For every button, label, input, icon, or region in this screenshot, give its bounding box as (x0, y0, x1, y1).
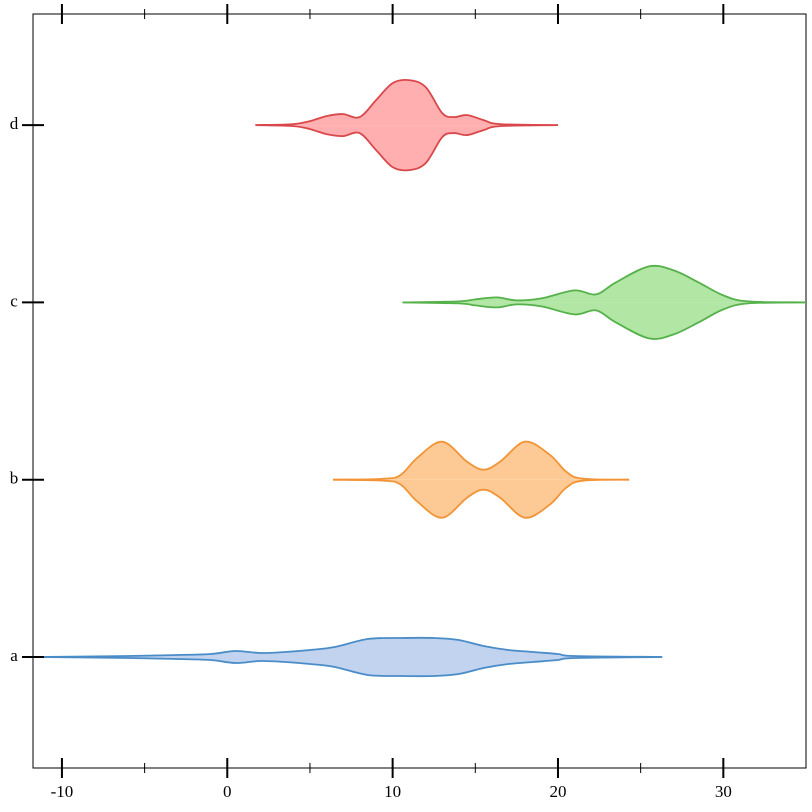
violin-outline (402, 301, 806, 340)
violin-area (333, 441, 630, 480)
violin-outline (255, 124, 558, 172)
violin-area (255, 125, 558, 171)
y-tick-label: c (10, 291, 18, 310)
y-tick-label: a (10, 646, 18, 665)
violin-outline (333, 478, 630, 519)
x-tick-label: 20 (549, 782, 566, 801)
violin-area (402, 302, 806, 340)
violin-area (35, 657, 663, 677)
y-tick-label: d (10, 114, 19, 133)
violin-area (35, 637, 663, 657)
violin-outline (402, 264, 806, 304)
x-tick-label: 30 (715, 782, 732, 801)
violin-area (255, 79, 558, 126)
violin-outline (255, 78, 558, 126)
violin-outline (333, 440, 630, 481)
x-tick-label: 0 (223, 782, 232, 801)
violin-outline (35, 636, 663, 658)
violin-outline (35, 656, 663, 678)
plot-frame (32, 13, 807, 769)
x-tick-label: -10 (51, 782, 74, 801)
violins (35, 78, 806, 678)
violin-area (333, 479, 630, 518)
violin-area (402, 265, 806, 303)
y-tick-label: b (10, 469, 19, 488)
x-tick-label: 10 (384, 782, 401, 801)
